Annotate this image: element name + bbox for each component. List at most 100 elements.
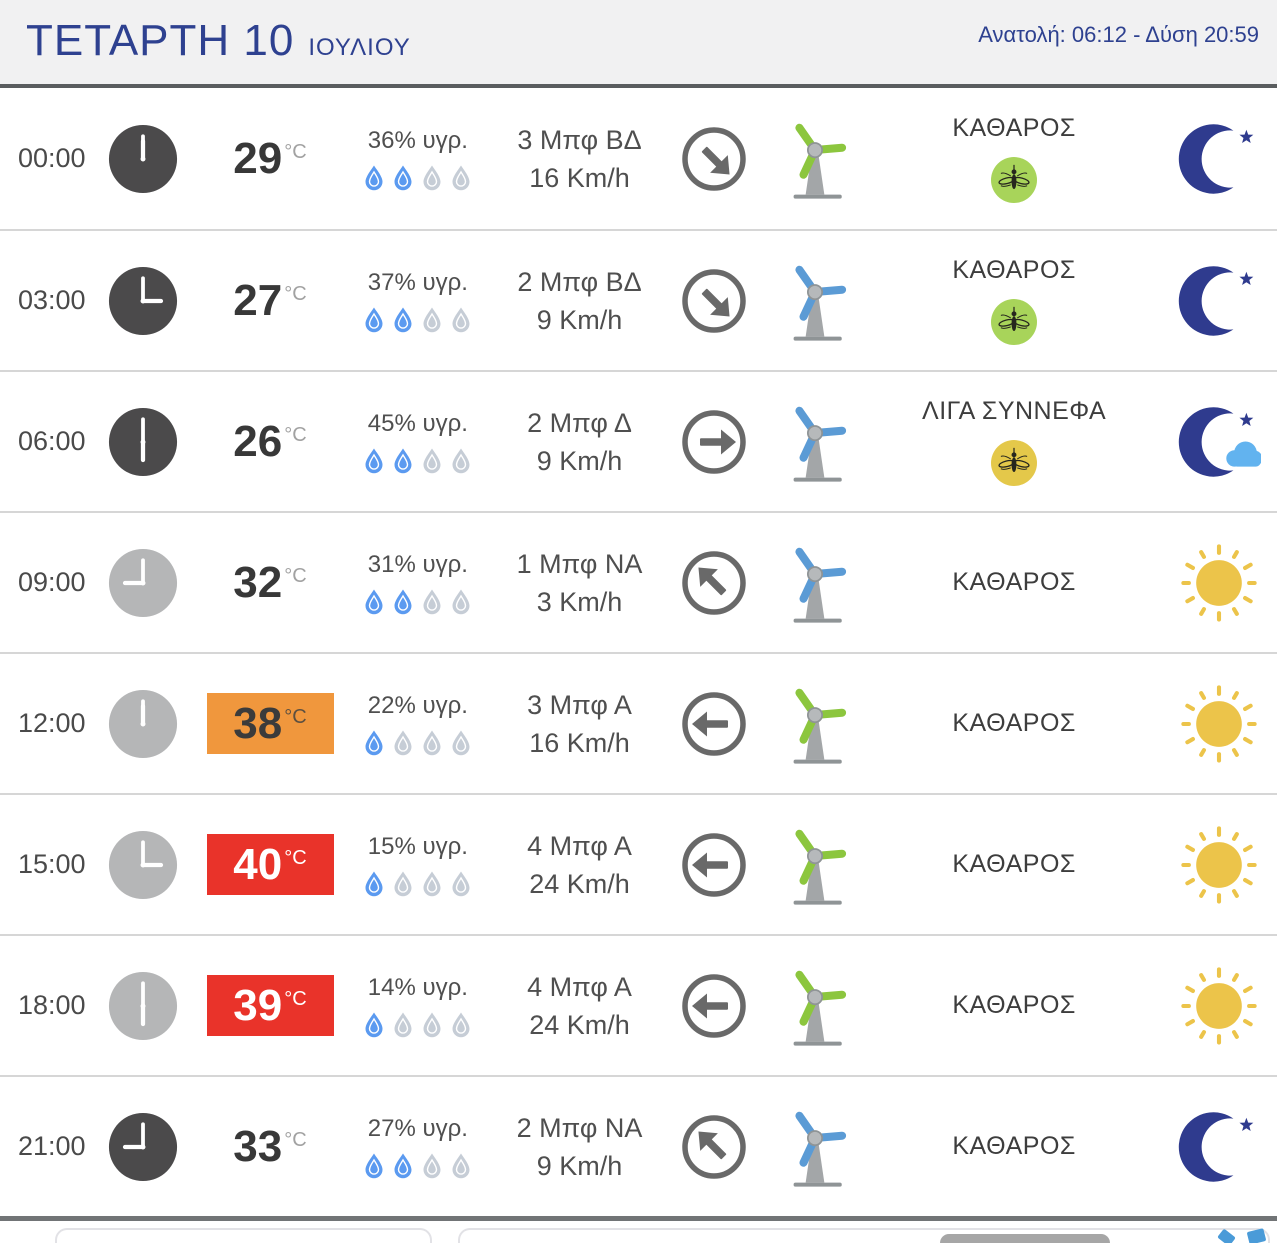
time-label: 00:00 (18, 143, 86, 173)
temperature-value: 27 (233, 275, 283, 325)
condition-label: ΚΑΘΑΡΟΣ (952, 1132, 1076, 1160)
condition-label: ΚΑΘΑΡΟΣ (952, 850, 1076, 878)
humidity-drops (362, 305, 473, 333)
wind-direction-arrow (682, 550, 747, 615)
humidity-label: 45% υγρ. (367, 409, 468, 437)
humidity-drop (423, 730, 441, 755)
mosquito-badge (991, 157, 1038, 203)
forecast-row: 12:00 38 °C 22% υγρ. (0, 652, 1277, 793)
forecast-row: 18:00 39 °C 14% υγρ. (0, 934, 1277, 1075)
humidity-drop (365, 448, 383, 473)
sunrise-sunset-label: Ανατολή: 06:12 - Δύση 20:59 (978, 22, 1259, 47)
humidity-drop (423, 1153, 441, 1178)
condition-label: ΚΑΘΑΡΟΣ (952, 114, 1076, 142)
partial-card[interactable] (458, 1228, 1270, 1243)
humidity-label: 36% υγρ. (367, 126, 468, 154)
humidity-drop (394, 730, 412, 755)
forecast-row: 06:00 26 °C 45% υγρ. (0, 370, 1277, 511)
wind-direction-arrow (682, 832, 747, 897)
temperature-value: 38 (233, 698, 283, 748)
mosquito-icon (998, 447, 1030, 472)
temperature-value: 29 (233, 133, 283, 183)
humidity-drop (423, 589, 441, 614)
temperature-badge: 39 °C (206, 975, 334, 1036)
page-title: ΤΕΤΑΡΤΗ 10 ΙΟΥΛΙΟΥ (26, 16, 411, 66)
time-label: 18:00 (18, 990, 86, 1020)
partial-card[interactable] (55, 1228, 432, 1243)
humidity-drop (394, 307, 412, 332)
wind-turbine-icon (793, 123, 846, 199)
clock-icon (108, 971, 178, 1040)
humidity-label: 15% υγρ. (367, 832, 468, 860)
forecast-row: 00:00 29 °C 36% υγρ. (0, 88, 1277, 229)
humidity-drop (394, 448, 412, 473)
wind-kmh-label: 16 Km/h (529, 162, 630, 193)
humidity-drop (394, 871, 412, 896)
humidity-drop (423, 165, 441, 190)
condition-label: ΛΙΓΑ ΣΥΝΝΕΦΑ (922, 397, 1107, 425)
humidity-drop (452, 871, 470, 896)
humidity-drops (362, 587, 473, 615)
humidity-drop (452, 307, 470, 332)
clock-icon (108, 689, 178, 758)
wind-turbine-icon (793, 265, 846, 341)
humidity-drop (394, 165, 412, 190)
mosquito-badge (991, 299, 1038, 345)
humidity-drops (362, 1010, 473, 1038)
humidity-drop (365, 1153, 383, 1178)
forecast-row: 21:00 33 °C 27% υγρ. (0, 1075, 1277, 1216)
humidity-drop (452, 589, 470, 614)
temperature-unit: °C (284, 424, 307, 446)
humidity-drop (394, 1012, 412, 1037)
temperature-unit: °C (284, 1129, 307, 1151)
humidity-drop (452, 448, 470, 473)
temperature-badge: 27 °C (207, 270, 334, 331)
clock-icon (108, 830, 178, 899)
humidity-drops (362, 869, 473, 897)
day-header: ΤΕΤΑΡΤΗ 10 ΙΟΥΛΙΟΥ Ανατολή: 06:12 - Δύση… (0, 0, 1277, 88)
temperature-badge: 29 °C (207, 128, 334, 189)
humidity-label: 22% υγρ. (367, 691, 468, 719)
wind-turbine-icon (793, 970, 846, 1046)
temperature-badge: 33 °C (207, 1116, 334, 1177)
humidity-drop (452, 165, 470, 190)
wind-direction-arrow (682, 409, 747, 474)
wind-speed-label: 4 Μπφ Α (527, 830, 632, 861)
time-label: 03:00 (18, 285, 86, 315)
clock-icon (108, 124, 178, 193)
temperature-unit: °C (284, 847, 307, 869)
humidity-label: 31% υγρ. (367, 550, 468, 578)
humidity-drop (365, 730, 383, 755)
wind-speed-label: 2 Μπφ ΝΑ (516, 1112, 643, 1143)
temperature-badge: 26 °C (207, 411, 334, 472)
moon-icon (1178, 1111, 1254, 1182)
temperature-unit: °C (284, 565, 307, 587)
humidity-drops (362, 163, 473, 191)
humidity-drop (394, 1153, 412, 1178)
wind-kmh-label: 9 Km/h (536, 1150, 623, 1181)
wind-kmh-label: 3 Km/h (536, 586, 623, 617)
clock-icon (108, 1112, 178, 1181)
temperature-value: 32 (233, 557, 283, 607)
time-label: 12:00 (18, 708, 86, 738)
wind-turbine-icon (793, 406, 846, 482)
wind-speed-label: 3 Μπφ ΒΔ (517, 124, 642, 155)
humidity-drop (365, 165, 383, 190)
humidity-drop (423, 448, 441, 473)
wind-direction-arrow (682, 1114, 747, 1179)
sun-icon (1181, 825, 1257, 904)
wind-kmh-label: 24 Km/h (529, 868, 630, 899)
forecast-row: 03:00 27 °C 37% υγρ. (0, 229, 1277, 370)
day-label: ΤΕΤΑΡΤΗ 10 (26, 16, 295, 65)
wind-kmh-label: 16 Km/h (529, 727, 630, 758)
temperature-value: 33 (233, 1121, 283, 1171)
condition-label: ΚΑΘΑΡΟΣ (952, 568, 1076, 596)
wind-kmh-label: 9 Km/h (536, 304, 623, 335)
wind-speed-label: 3 Μπφ Α (527, 689, 632, 720)
partial-cloud-icon (940, 1234, 1110, 1243)
clock-icon (108, 407, 178, 476)
humidity-drop (423, 871, 441, 896)
humidity-drop (365, 871, 383, 896)
humidity-drop (423, 307, 441, 332)
